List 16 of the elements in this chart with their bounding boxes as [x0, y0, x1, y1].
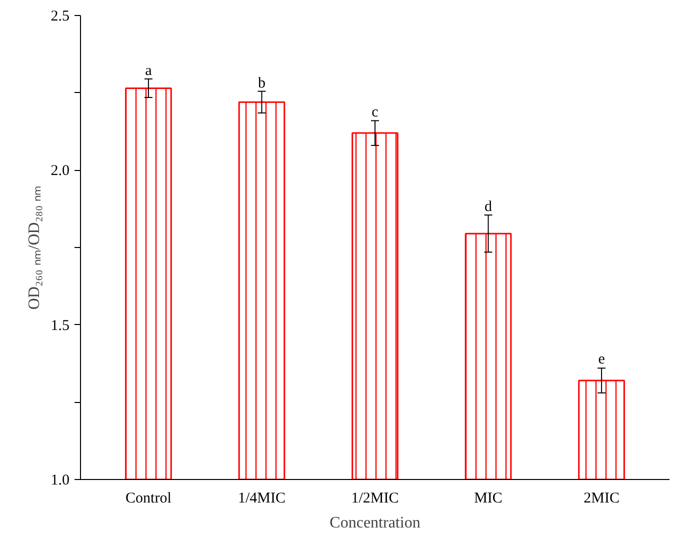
x-tick-label: MIC — [474, 490, 502, 506]
x-tick-label: 1/2MIC — [351, 490, 399, 506]
y-tick-label: 2.0 — [50, 163, 70, 180]
annotation: b — [258, 75, 266, 92]
x-tick-label: 2MIC — [584, 490, 620, 506]
y-axis-title: OD₂₆₀ ₙₘ/OD₂₈₀ ₙₘ — [26, 185, 43, 310]
annotation: c — [372, 104, 379, 121]
annotation: d — [484, 199, 493, 216]
y-tick-label: 1.5 — [50, 318, 70, 334]
y-tick-label: 1.0 — [50, 472, 70, 488]
x-tick-label: 1/4MIC — [238, 490, 286, 506]
annotation: e — [598, 352, 606, 368]
x-axis-title: Concentration — [330, 514, 420, 532]
x-tick-label: Control — [126, 490, 172, 506]
y-tick-label: 2.5 — [50, 8, 70, 24]
annotation: a — [145, 62, 152, 79]
